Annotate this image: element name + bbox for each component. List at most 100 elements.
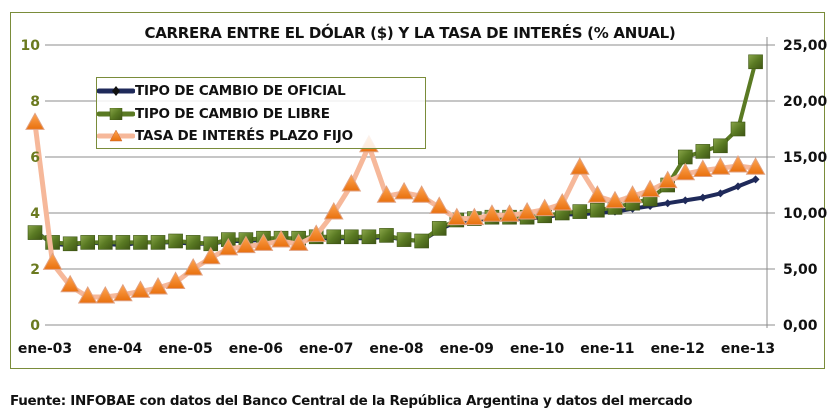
x-tick-label: ene-09 (440, 341, 494, 357)
data-point-triangle (710, 157, 731, 175)
data-point-square (27, 225, 43, 240)
data-point-triangle (341, 173, 362, 192)
legend: TIPO DE CAMBIO DE OFICIAL TIPO DE CAMBIO… (96, 77, 426, 149)
data-point-triangle (323, 201, 344, 220)
data-point-square (115, 235, 131, 250)
legend-label-oficial: TIPO DE CAMBIO DE OFICIAL (135, 83, 346, 99)
data-point-triangle (271, 229, 291, 248)
legend-item-libre[interactable]: TIPO DE CAMBIO DE LIBRE (97, 103, 330, 125)
series-tasa (25, 112, 766, 304)
data-point-square (80, 235, 96, 250)
data-point-triangle (60, 274, 81, 293)
y-left-tick-label: 4 (30, 206, 40, 222)
data-point-diamond (734, 182, 742, 191)
legend-label-libre: TIPO DE CAMBIO DE LIBRE (135, 106, 330, 122)
legend-swatch-tasa (97, 130, 135, 142)
data-point-triangle (200, 246, 221, 265)
data-point-triangle (130, 280, 151, 298)
legend-label-tasa: TASA DE INTERÉS PLAZO FIJO (135, 128, 353, 144)
data-point-triangle (77, 285, 98, 304)
data-point-square (396, 232, 412, 247)
x-tick-label: ene-04 (88, 341, 143, 357)
legend-item-tasa[interactable]: TASA DE INTERÉS PLAZO FIJO (97, 125, 353, 147)
x-tick-label: ene-13 (721, 341, 775, 357)
data-point-triangle (288, 233, 309, 251)
y-left-tick-label: 6 (30, 150, 40, 166)
data-point-triangle (640, 179, 660, 198)
y-left-tick-label: 2 (30, 262, 40, 278)
legend-swatch-oficial (97, 86, 135, 96)
data-point-square (98, 235, 113, 250)
data-point-diamond (698, 193, 707, 202)
data-point-diamond (716, 189, 725, 198)
data-point-triangle (675, 162, 696, 181)
data-point-triangle (499, 204, 520, 222)
data-point-square (168, 233, 183, 249)
x-tick-label: ene-03 (18, 341, 72, 357)
data-point-diamond (751, 175, 760, 184)
y-right-tick-label: 20,00 (783, 94, 828, 110)
x-tick-label: ene-12 (651, 341, 705, 357)
legend-item-oficial[interactable]: TIPO DE CAMBIO DE OFICIAL (97, 80, 346, 102)
data-point-triangle (446, 207, 467, 226)
data-point-triangle (605, 190, 625, 209)
data-point-triangle (534, 198, 555, 217)
x-tick-label: ene-06 (229, 341, 283, 357)
data-point-triangle (482, 204, 502, 222)
data-point-triangle (42, 252, 63, 270)
data-point-triangle (692, 159, 713, 177)
data-point-square (133, 235, 148, 250)
data-point-triangle (517, 201, 537, 220)
chart-title: CARRERA ENTRE EL DÓLAR ($) Y LA TASA DE … (144, 24, 676, 42)
data-point-square (326, 229, 342, 245)
data-point-square (695, 144, 711, 159)
data-point-triangle (113, 283, 133, 302)
source-note: Fuente: INFOBAE con datos del Banco Cent… (10, 393, 693, 409)
data-point-square (572, 204, 588, 219)
data-point-triangle (464, 207, 485, 226)
data-point-triangle (148, 277, 168, 295)
data-point-triangle (622, 185, 643, 203)
data-point-triangle (587, 185, 608, 203)
data-point-triangle (657, 170, 678, 189)
data-point-triangle (183, 257, 204, 276)
data-point-triangle (306, 224, 327, 242)
data-point-triangle (95, 285, 116, 304)
y-left-tick-label: 0 (30, 318, 40, 334)
data-point-square (361, 229, 377, 245)
data-point-square (62, 236, 78, 252)
data-point-triangle (236, 235, 256, 254)
x-tick-label: ene-05 (158, 341, 212, 357)
data-point-square (431, 221, 447, 236)
tick-labels: 0 2 4 6 8 10 0,00 5,00 10,00 15,00 20,00 25,00 ene-0… (18, 38, 828, 357)
x-tick-label: ene-10 (510, 341, 565, 357)
x-tick-label: ene-11 (580, 341, 634, 357)
y-left-tick-label: 10 (21, 38, 41, 54)
data-point-square (379, 228, 394, 243)
series-line (32, 123, 756, 300)
data-point-triangle (728, 154, 748, 173)
chart-frame (10, 12, 825, 369)
data-point-diamond (681, 196, 690, 205)
data-point-triangle (569, 157, 590, 175)
data-point-triangle (552, 193, 573, 211)
data-point-square (748, 54, 763, 70)
data-point-triangle (394, 181, 414, 200)
y-right-tick-label: 0,00 (783, 318, 818, 334)
y-right-tick-label: 10,00 (783, 206, 828, 222)
data-point-square (590, 202, 605, 218)
data-point-square (677, 149, 693, 165)
y-left-tick-label: 8 (30, 94, 40, 110)
data-point-triangle (25, 112, 45, 130)
data-point-triangle (376, 185, 397, 203)
y-right-tick-label: 25,00 (783, 38, 828, 54)
data-point-triangle (429, 196, 450, 214)
y-right-tick-label: 5,00 (783, 262, 818, 278)
data-point-triangle (745, 157, 766, 175)
x-tick-label: ene-08 (369, 341, 423, 357)
data-point-triangle (411, 185, 432, 203)
data-point-square (414, 233, 429, 249)
data-point-square (185, 235, 201, 250)
data-point-triangle (165, 271, 186, 289)
